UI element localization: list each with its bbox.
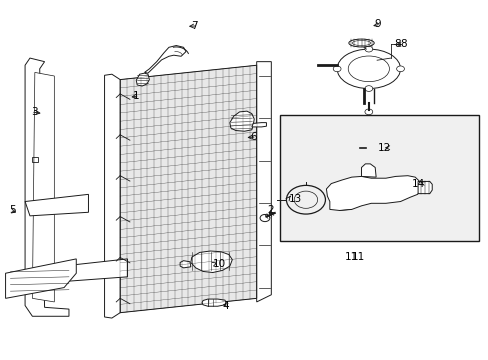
Polygon shape <box>417 181 431 194</box>
Text: 4: 4 <box>222 301 228 311</box>
Text: 9: 9 <box>374 19 380 29</box>
Polygon shape <box>5 259 76 298</box>
Polygon shape <box>190 251 232 273</box>
Circle shape <box>260 215 269 222</box>
Text: 1: 1 <box>133 91 140 101</box>
Bar <box>32 157 38 162</box>
Text: 8: 8 <box>400 40 407 49</box>
Circle shape <box>364 109 372 115</box>
Circle shape <box>364 46 372 52</box>
Polygon shape <box>326 176 420 211</box>
Polygon shape <box>30 259 127 284</box>
Circle shape <box>332 66 340 72</box>
Polygon shape <box>229 111 254 131</box>
Polygon shape <box>25 58 69 316</box>
Text: 14: 14 <box>411 179 424 189</box>
Text: 5: 5 <box>9 206 16 216</box>
Text: 6: 6 <box>249 132 256 142</box>
Text: 3: 3 <box>31 107 38 117</box>
Polygon shape <box>251 123 266 127</box>
Circle shape <box>396 66 404 72</box>
Text: 7: 7 <box>191 21 198 31</box>
Polygon shape <box>25 194 88 216</box>
Polygon shape <box>120 65 256 313</box>
Ellipse shape <box>336 49 400 89</box>
Text: 10: 10 <box>212 259 225 269</box>
Polygon shape <box>361 164 375 177</box>
Polygon shape <box>202 299 225 306</box>
Circle shape <box>364 86 372 91</box>
Text: 12: 12 <box>377 143 390 153</box>
Text: 2: 2 <box>266 206 273 216</box>
Text: 8: 8 <box>393 40 400 49</box>
Polygon shape <box>104 74 120 318</box>
Text: 13: 13 <box>288 194 301 204</box>
FancyBboxPatch shape <box>364 144 385 152</box>
FancyBboxPatch shape <box>279 116 478 241</box>
Polygon shape <box>32 72 54 302</box>
Polygon shape <box>256 62 271 302</box>
Text: 11: 11 <box>351 252 364 262</box>
Polygon shape <box>180 261 190 268</box>
Polygon shape <box>136 73 149 86</box>
Polygon shape <box>144 45 185 73</box>
Text: 11: 11 <box>345 252 358 262</box>
Ellipse shape <box>348 39 373 47</box>
